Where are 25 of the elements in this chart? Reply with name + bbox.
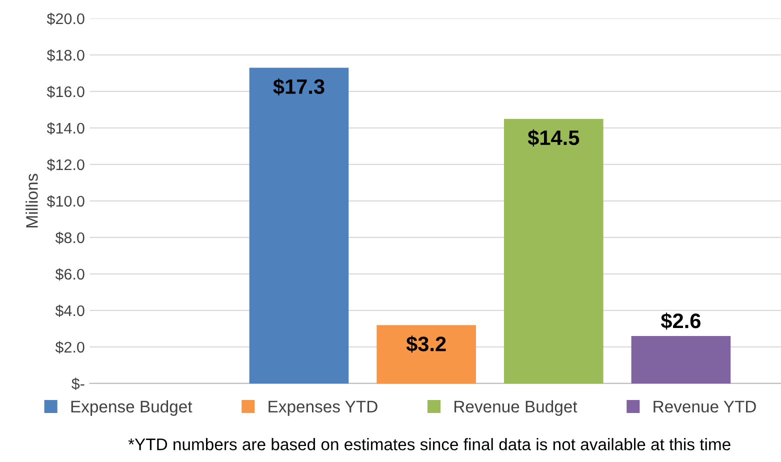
- legend-label: Revenue Budget: [454, 400, 578, 416]
- y-tick-label: $4.0: [55, 304, 84, 318]
- y-tick-label: $6.0: [55, 268, 84, 281]
- bar: [504, 118, 604, 384]
- data-label: $3.2: [406, 336, 446, 353]
- y-tick-label: $12.0: [46, 158, 84, 172]
- text: *YTD numbers are based on estimates since final data is not available at this time: [128, 438, 730, 450]
- legend-label: Expense Budget: [71, 400, 192, 416]
- legend-label: Expenses YTD: [268, 400, 378, 416]
- y-tick-label: $20.0: [46, 12, 84, 26]
- y-tick-label: $-: [72, 378, 84, 390]
- data-label: $14.5: [528, 129, 580, 146]
- bar: [376, 325, 476, 384]
- y-tick-label: $14.0: [46, 122, 84, 135]
- bar: [249, 68, 349, 384]
- data-label: $17.3: [273, 78, 324, 96]
- y-tick-label: $16.0: [46, 86, 84, 98]
- data-label: $2.6: [660, 312, 700, 330]
- bar: [631, 336, 731, 384]
- y-tick-label: $10.0: [46, 195, 84, 208]
- legend-label: Revenue YTD: [654, 400, 756, 413]
- y-axis-title: Millions: [26, 174, 38, 228]
- y-tick-label: $2.0: [55, 341, 84, 354]
- y-tick-label: $18.0: [46, 49, 84, 62]
- y-tick-label: $8.0: [55, 232, 84, 244]
